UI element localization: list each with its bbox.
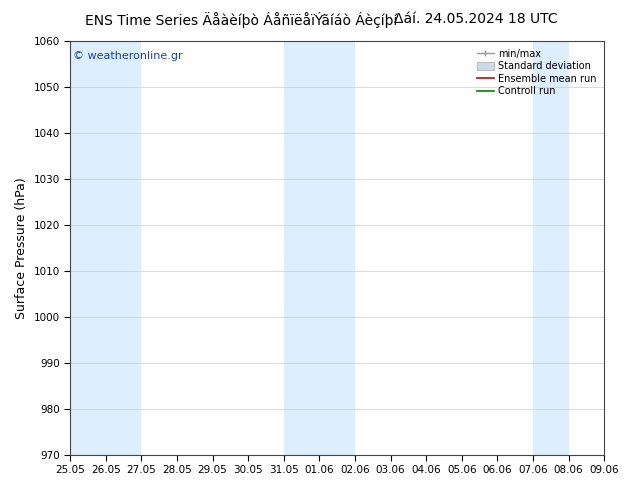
Y-axis label: Surface Pressure (hPa): Surface Pressure (hPa) bbox=[15, 177, 28, 318]
Bar bbox=[70, 41, 106, 455]
Bar bbox=[320, 41, 355, 455]
Bar bbox=[106, 41, 141, 455]
Text: © weatheronline.gr: © weatheronline.gr bbox=[73, 51, 183, 61]
Legend: min/max, Standard deviation, Ensemble mean run, Controll run: min/max, Standard deviation, Ensemble me… bbox=[474, 46, 599, 99]
Text: Δáí. 24.05.2024 18 UTC: Δáí. 24.05.2024 18 UTC bbox=[394, 12, 557, 26]
Bar bbox=[533, 41, 569, 455]
Bar bbox=[284, 41, 320, 455]
Text: ENS Time Series Äåàèíþò ÁåñïëåïÝãíáò Áèçíþí: ENS Time Series Äåàèíþò ÁåñïëåïÝãíáò Áèç… bbox=[85, 12, 397, 28]
